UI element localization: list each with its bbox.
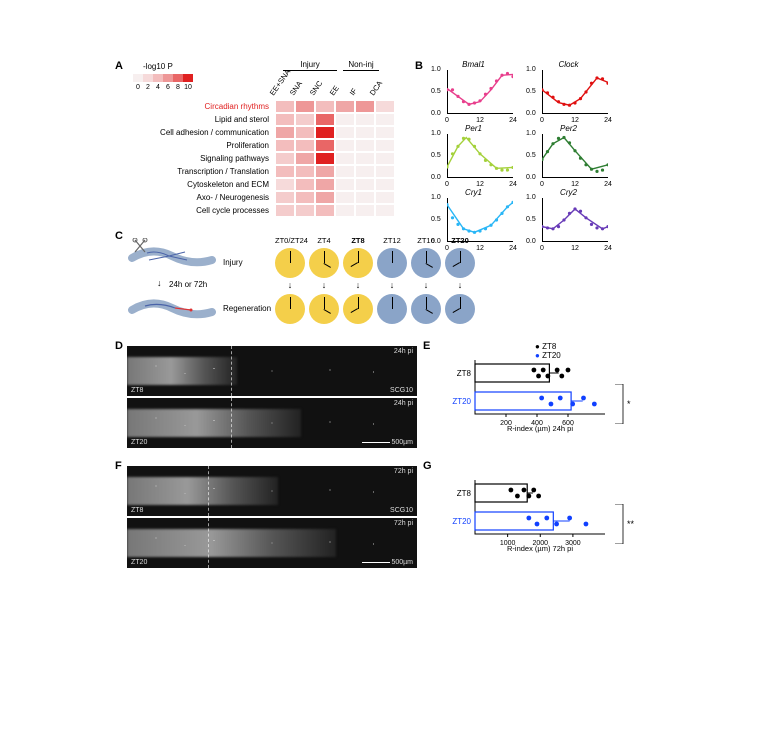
injury-diagram	[127, 238, 217, 278]
group-injury: Injury	[283, 60, 337, 71]
panel-c: Injury ↓ 24h or 72h Regeneration ZT0/ZT2…	[127, 238, 627, 333]
micrograph-d-zt20: 24h pi ZT20 500µm	[127, 398, 417, 448]
panel-f-label: F	[115, 460, 122, 472]
sig-e: *	[613, 384, 627, 426]
micrograph-f-zt8: 72h pi SCG10 ZT8	[127, 466, 417, 516]
panel-g-chart: 100020003000R-index (µm) 72h piZT8ZT20	[435, 472, 615, 564]
micrograph-f-zt20: 72h pi ZT20 500µm	[127, 518, 417, 568]
sig-g: **	[613, 504, 627, 546]
panel-e-label: E	[423, 340, 430, 352]
heatmap	[275, 100, 395, 217]
interval-label: 24h or 72h	[169, 280, 207, 289]
panel-c-label: C	[115, 230, 123, 242]
legend-bar	[133, 74, 193, 82]
regen-label: Regeneration	[223, 304, 271, 313]
panel-g-label: G	[423, 460, 432, 472]
gene-grid: Bmal1 0.00.51.001224Clock 0.00.51.001224…	[431, 62, 611, 250]
svg-text:ZT8: ZT8	[457, 489, 472, 498]
clock-row-regen	[275, 294, 475, 324]
regen-diagram	[127, 292, 217, 328]
svg-text:ZT20: ZT20	[452, 397, 471, 406]
legend-title: -log10 P	[143, 62, 173, 71]
figure-container: A Injury Non-inj -log10 P 0246810 EE+SNA…	[115, 60, 655, 680]
heatmap-columns: EE+SNASNASNCEEIFDCA	[275, 82, 395, 91]
group-noninj: Non-inj	[343, 60, 379, 71]
panel-e-chart: 200400600R-index (µm) 24h piZT8ZT20	[435, 352, 615, 444]
panel-d-label: D	[115, 340, 123, 352]
heatmap-row-labels: Circadian rhythmsLipid and sterolCell ad…	[111, 100, 269, 217]
panel-a-label: A	[115, 60, 123, 72]
panel-b-label: B	[415, 60, 423, 72]
svg-text:ZT8: ZT8	[457, 369, 472, 378]
legend-ticks: 0246810	[133, 84, 193, 91]
arrow-1: ↓	[157, 278, 162, 288]
zt-labels: ZT0/ZT24ZT4ZT8ZT12ZT16ZT20	[275, 236, 475, 245]
micrograph-d-zt8: 24h pi SCG10 ZT8	[127, 346, 417, 396]
arrow-row: ↓↓↓↓↓↓	[275, 280, 475, 290]
svg-text:ZT20: ZT20	[452, 517, 471, 526]
svg-text:R-index (µm) 72h pi: R-index (µm) 72h pi	[507, 544, 573, 553]
clock-row-injury	[275, 248, 475, 278]
injury-label: Injury	[223, 258, 243, 267]
svg-text:R-index (µm) 24h pi: R-index (µm) 24h pi	[507, 424, 573, 433]
